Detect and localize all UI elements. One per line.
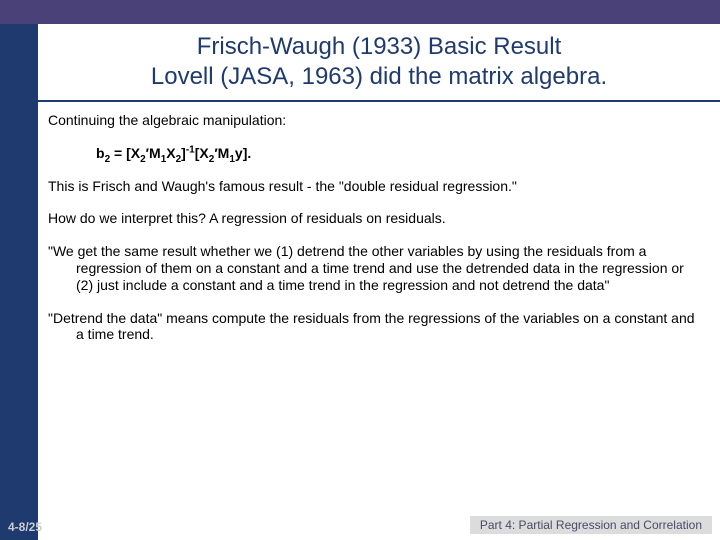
formula-X2: X xyxy=(166,145,175,161)
formula-M1: M xyxy=(149,145,161,161)
slide-title: Frisch-Waugh (1933) Basic Result Lovell … xyxy=(38,28,720,102)
formula-y: y xyxy=(235,145,243,161)
formula-exp: -1 xyxy=(186,144,195,155)
page-number: 4-8/25 xyxy=(8,520,42,534)
formula: b2 = [X2′M1X2]-1[X2′M1y]. xyxy=(48,145,700,162)
slide-body: Continuing the algebraic manipulation: b… xyxy=(48,112,700,359)
formula-eq: = [ xyxy=(110,145,131,161)
formula-M2: M xyxy=(218,145,230,161)
formula-b: b xyxy=(96,145,105,161)
left-stripe xyxy=(0,24,38,540)
title-line-2: Lovell (JASA, 1963) did the matrix algeb… xyxy=(58,62,700,92)
footer: 4-8/25 Part 4: Partial Regression and Co… xyxy=(8,514,712,534)
footer-label: Part 4: Partial Regression and Correlati… xyxy=(470,516,712,534)
formula-close2: ]. xyxy=(243,145,252,161)
paragraph-interpret: How do we interpret this? A regression o… xyxy=(48,210,700,227)
title-line-1: Frisch-Waugh (1933) Basic Result xyxy=(58,32,700,62)
paragraph-frisch: This is Frisch and Waugh's famous result… xyxy=(48,178,700,195)
paragraph-quote: "We get the same result whether we (1) d… xyxy=(48,243,700,293)
formula-X3: X xyxy=(199,145,208,161)
paragraph-intro: Continuing the algebraic manipulation: xyxy=(48,112,700,129)
paragraph-detrend: "Detrend the data" means compute the res… xyxy=(48,310,700,344)
top-bar xyxy=(0,0,720,24)
formula-X1: X xyxy=(131,145,140,161)
